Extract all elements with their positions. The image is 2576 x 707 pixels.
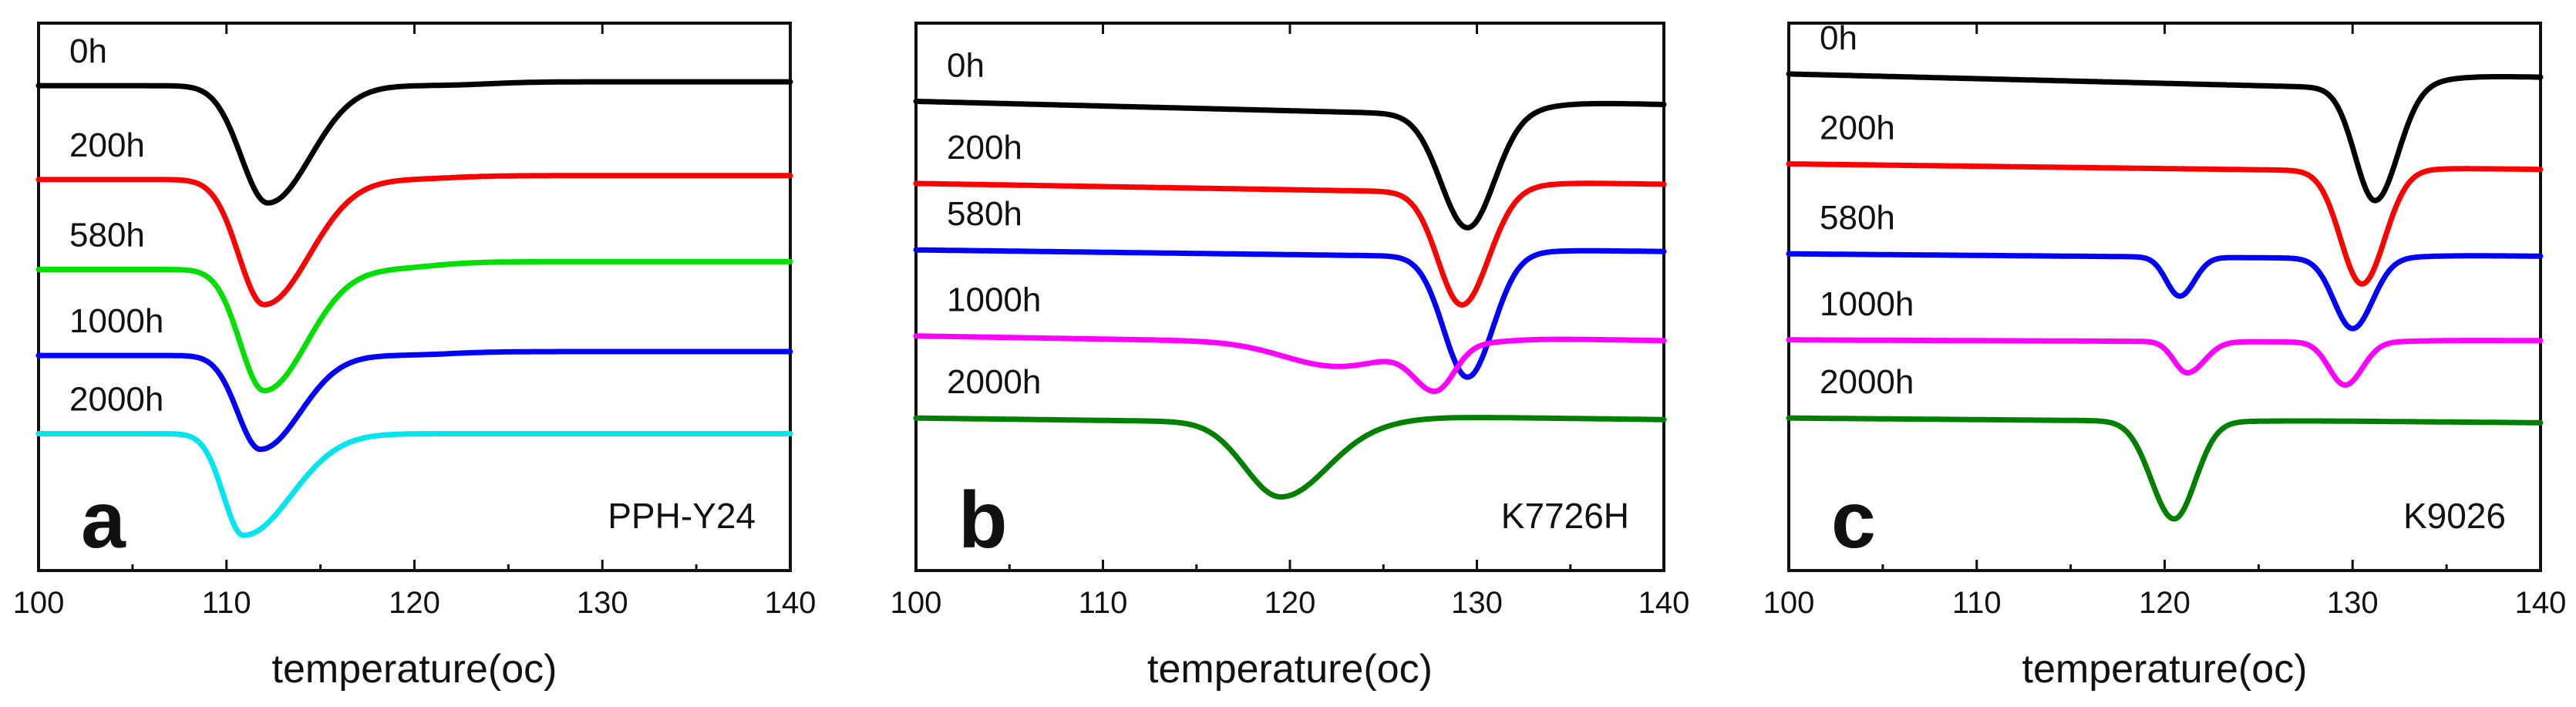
panel-letter: c (1831, 476, 1876, 565)
series-line-1000h (1786, 337, 2544, 388)
series-label: 580h (69, 217, 145, 254)
series-line-580h (1786, 251, 2544, 332)
series-label: 1000h (1820, 285, 1914, 323)
series-label: 2000h (1820, 363, 1914, 401)
series-label: 1000h (69, 302, 163, 340)
series-label: 200h (947, 129, 1022, 167)
series-line-2000h (913, 415, 1667, 500)
series-line-0h (1786, 71, 2544, 204)
series-line-200h (1786, 161, 2544, 287)
panel-letter: b (958, 476, 1008, 565)
series-label: 2000h (69, 381, 163, 419)
x-tick-label: 140 (2515, 586, 2567, 620)
sample-label: K7726H (1501, 496, 1629, 536)
series-line-200h (913, 180, 1667, 308)
x-tick-label: 120 (1264, 586, 1316, 620)
x-tick-label: 100 (1763, 586, 1815, 620)
series-label: 1000h (947, 281, 1041, 319)
series-line-200h (35, 173, 793, 308)
x-tick-label: 110 (1079, 586, 1128, 620)
x-axis-label: temperature(oc) (2022, 647, 2308, 692)
series-line-0h (35, 79, 793, 206)
sample-label: PPH-Y24 (608, 496, 756, 536)
series-label: 200h (1820, 109, 1895, 147)
x-tick-label: 110 (202, 586, 251, 620)
series-label: 0h (69, 32, 107, 70)
panel-c: 100 110 120 130 140 temperature(oc) 0h 200h 580h… (1763, 19, 2567, 692)
x-axis-label: temperature(oc) (1147, 647, 1433, 692)
series-label: 0h (1820, 19, 1857, 57)
panel-letter: a (81, 476, 126, 565)
series-label: 200h (69, 126, 145, 164)
series-line-2000h (35, 431, 793, 538)
series-line-1000h (35, 348, 793, 453)
plot-frame (37, 22, 792, 572)
series-line-2000h (1786, 415, 2544, 522)
panel-a: 100 110 120 130 140 temperature(oc) 0h 200h 580h… (13, 22, 817, 692)
series-label: 580h (1820, 199, 1895, 237)
panel-b: 100 110 120 130 140 temperature(oc) 0h 200h 580h… (891, 22, 1690, 692)
x-tick-label: 130 (1451, 586, 1503, 620)
x-tick-label: 100 (891, 586, 942, 620)
series-label: 580h (947, 195, 1022, 233)
x-tick-label: 110 (1952, 586, 2002, 620)
x-tick-label: 140 (765, 586, 817, 620)
x-axis-label: temperature(oc) (272, 647, 557, 692)
x-tick-label: 140 (1638, 586, 1690, 620)
series-label: 2000h (947, 363, 1041, 401)
x-tick-label: 100 (13, 586, 65, 620)
series-line-580h (35, 258, 793, 394)
x-tick-label: 130 (577, 586, 628, 620)
x-tick-label: 130 (2327, 586, 2379, 620)
series-label: 0h (947, 46, 985, 84)
series-line-580h (913, 247, 1667, 380)
series-line-1000h (913, 333, 1667, 394)
x-tick-label: 120 (2139, 586, 2190, 620)
sample-label: K9026 (2403, 496, 2506, 536)
x-tick-label: 120 (389, 586, 440, 620)
series-line-0h (913, 98, 1667, 231)
